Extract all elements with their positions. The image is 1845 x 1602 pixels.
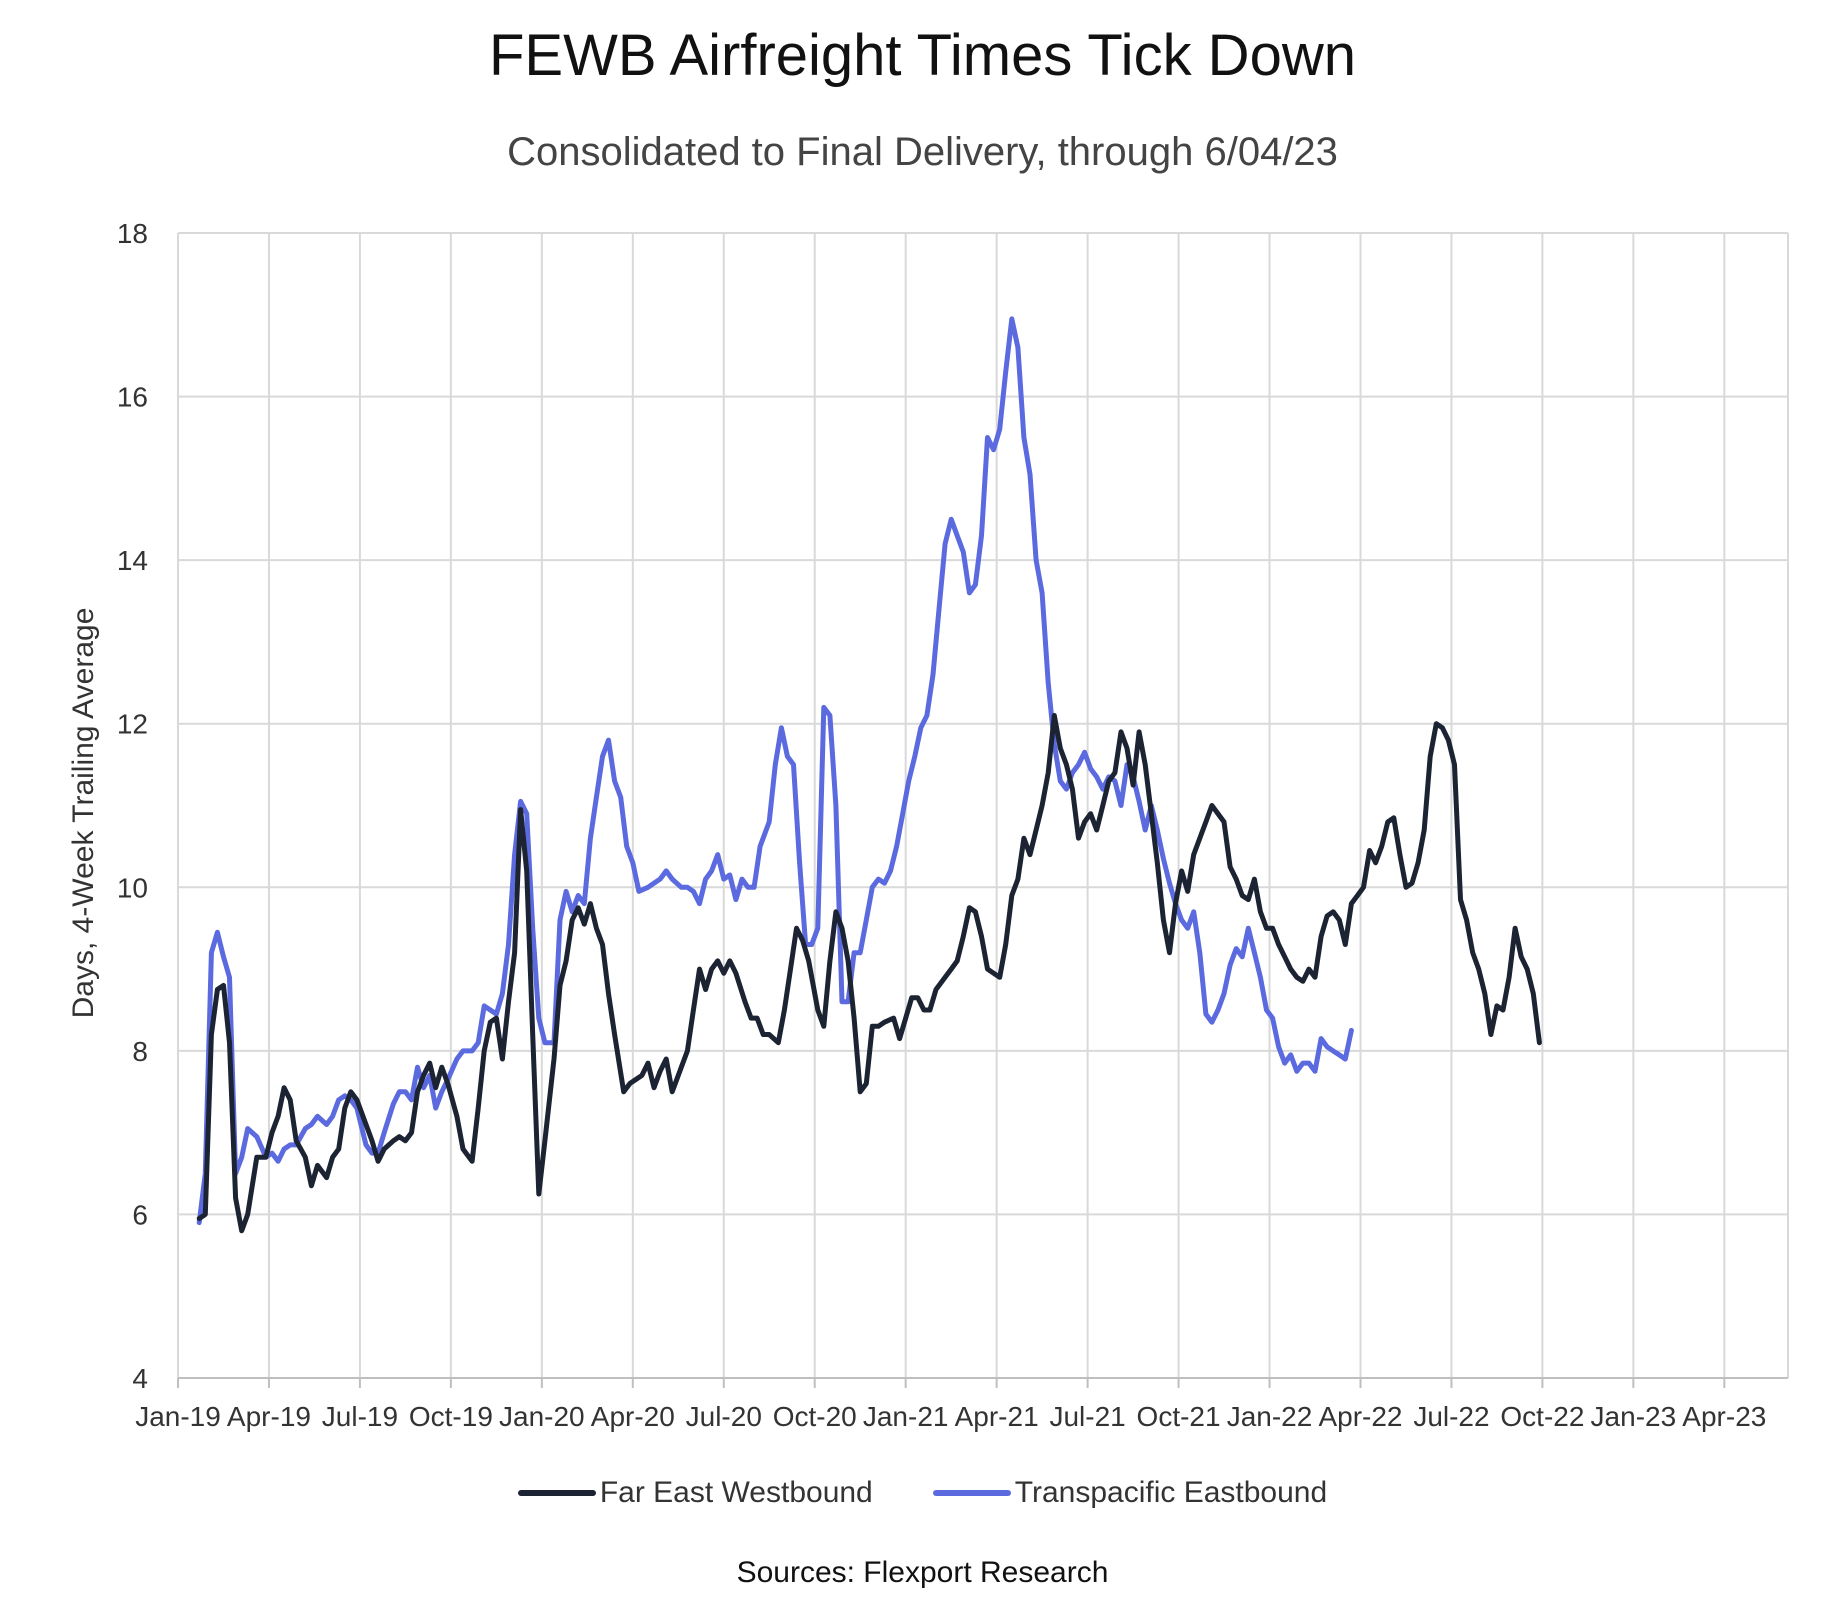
series-line-far-east-westbound bbox=[196, 713, 1542, 1234]
y-tick-label: 18 bbox=[117, 218, 148, 249]
x-tick-label: Oct-20 bbox=[773, 1401, 857, 1432]
y-tick-label: 8 bbox=[132, 1036, 148, 1067]
y-tick-label: 16 bbox=[117, 382, 148, 413]
legend-item-transpacific: Transpacific Eastbound bbox=[932, 1476, 1328, 1510]
chart-title: FEWB Airfreight Times Tick Down bbox=[489, 23, 1356, 88]
x-tick-label: Apr-21 bbox=[955, 1401, 1039, 1432]
y-tick-label: 6 bbox=[132, 1199, 148, 1230]
y-tick-label: 12 bbox=[117, 709, 148, 740]
x-tick-label: Jul-20 bbox=[686, 1401, 762, 1432]
x-axis-ticks: Jan-19 Apr-19 Jul-19 Oct-19 Jan-20 Apr-20 Jul-… bbox=[135, 1401, 1766, 1432]
y-tick-label: 4 bbox=[132, 1363, 148, 1394]
x-tick-label: Apr-22 bbox=[1318, 1401, 1402, 1432]
x-tick-label: Jul-21 bbox=[1049, 1401, 1125, 1432]
legend-label-far-east: Far East Westbound bbox=[599, 1476, 873, 1509]
x-tick-label: Jan-21 bbox=[863, 1401, 949, 1432]
x-tick-label: Jan-19 bbox=[135, 1401, 221, 1432]
x-tick-label: Oct-21 bbox=[1137, 1401, 1221, 1432]
gridlines bbox=[177, 232, 1789, 1388]
legend-label-transpacific: Transpacific Eastbound bbox=[1014, 1476, 1328, 1509]
x-tick-label: Jul-19 bbox=[322, 1401, 398, 1432]
source-note: Sources: Flexport Research bbox=[736, 1556, 1109, 1589]
x-tick-label: Oct-19 bbox=[409, 1401, 493, 1432]
x-tick-label: Jan-23 bbox=[1591, 1401, 1677, 1432]
series-lines bbox=[196, 316, 1542, 1234]
x-tick-label: Apr-23 bbox=[1682, 1401, 1766, 1432]
y-tick-label: 10 bbox=[117, 872, 148, 903]
x-tick-label: Apr-19 bbox=[227, 1401, 311, 1432]
y-tick-label: 14 bbox=[117, 545, 148, 576]
legend-swatch-far-east bbox=[517, 1490, 596, 1496]
chart-subtitle: Consolidated to Final Delivery, through … bbox=[507, 130, 1338, 174]
x-tick-label: Oct-22 bbox=[1500, 1401, 1584, 1432]
x-tick-label: Jan-20 bbox=[499, 1401, 585, 1432]
x-tick-label: Apr-20 bbox=[591, 1401, 675, 1432]
y-axis-ticks: 4 6 8 10 12 14 16 18 bbox=[117, 218, 148, 1394]
legend-item-far-east: Far East Westbound bbox=[517, 1476, 873, 1510]
x-tick-label: Jan-22 bbox=[1227, 1401, 1313, 1432]
series-line-transpacific-eastbound bbox=[196, 316, 1354, 1226]
legend: Far East Westbound Transpacific Eastboun… bbox=[0, 1476, 1845, 1510]
x-tick-label: Jul-22 bbox=[1413, 1401, 1489, 1432]
legend-swatch-transpacific bbox=[932, 1490, 1011, 1496]
